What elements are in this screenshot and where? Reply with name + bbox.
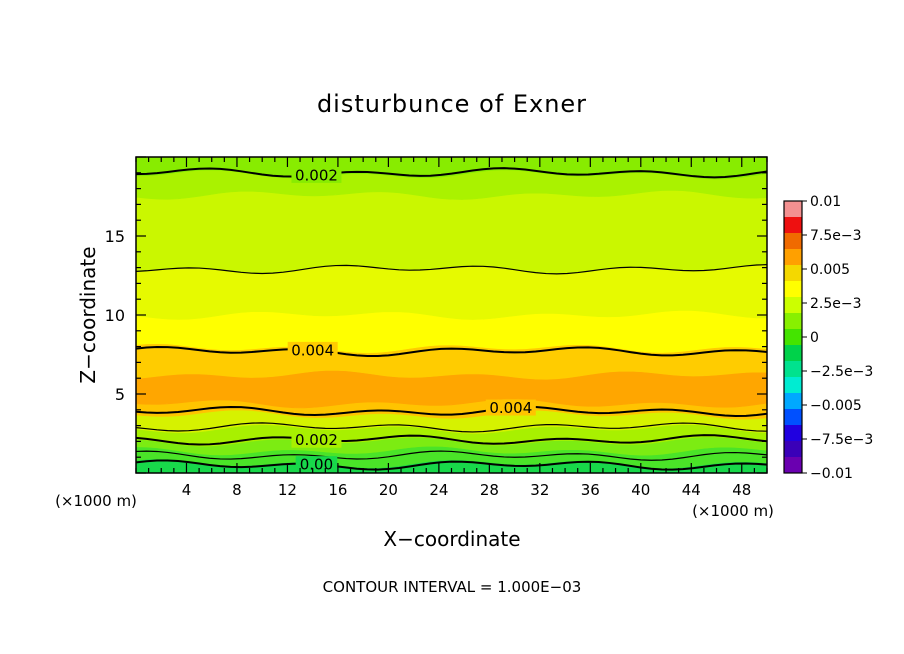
colorbar-swatch — [784, 233, 802, 250]
colorbar-swatch — [784, 425, 802, 442]
contour-label-4: 0.004 — [489, 399, 532, 417]
plot-area: 0.00 0.002 0.004 0.004 0.002 — [135, 156, 768, 474]
x-tick-label: 4 — [182, 481, 192, 499]
x-tick-label: 28 — [480, 481, 499, 499]
x-tick-labels: 4 8 12 16 20 24 28 32 36 40 44 48 — [182, 481, 752, 499]
contour-line-1 — [136, 450, 767, 461]
contour-line-6 — [136, 264, 767, 275]
x-tick-label: 44 — [682, 481, 701, 499]
x-axis-label: X−coordinate — [383, 527, 520, 551]
colorbar-label: 7.5e−3 — [810, 228, 862, 244]
x-tick-label: 20 — [379, 481, 398, 499]
x-tick-label: 24 — [429, 481, 448, 499]
colorbar-label: 2.5e−3 — [810, 296, 862, 312]
colorbar-swatch — [784, 457, 802, 474]
x-tick-label: 48 — [732, 481, 751, 499]
axis-ticks — [135, 156, 768, 474]
colorbar-swatch — [784, 201, 802, 218]
colorbar-swatch — [784, 313, 802, 330]
x-tick-label: 40 — [631, 481, 650, 499]
x-tick-label: 12 — [278, 481, 297, 499]
y-tick-label: 15 — [105, 227, 125, 246]
colorbar-label: −0.005 — [810, 398, 862, 414]
x-tick-label: 32 — [530, 481, 549, 499]
colorbar-swatch — [784, 361, 802, 378]
colorbar-swatch — [784, 217, 802, 234]
contour-line-2 — [136, 434, 767, 446]
colorbar-label: 0 — [810, 330, 819, 346]
contour-label-bg-0 — [295, 456, 338, 473]
contour-lines — [136, 167, 767, 471]
colorbar-swatch — [784, 329, 802, 346]
colorbar-label: 0.01 — [810, 194, 841, 210]
y-tick-label: 10 — [105, 306, 125, 325]
contour-line-5 — [136, 346, 767, 357]
contour-label-7: 0.002 — [295, 166, 338, 184]
x-unit-left: (×1000 m) — [55, 492, 137, 510]
contour-label-bg-5 — [287, 341, 338, 358]
colorbar-swatch — [784, 281, 802, 298]
colorbar-swatch — [784, 249, 802, 266]
colorbar-swatch — [784, 297, 802, 314]
contour-label-bg-4 — [485, 399, 536, 416]
colorbar-swatch — [784, 441, 802, 458]
contour-label-bg-7 — [291, 166, 342, 183]
contour-label-bg-2 — [291, 431, 342, 448]
colorbar-swatch — [784, 265, 802, 282]
contour-interval-footer: CONTOUR INTERVAL = 1.000E−03 — [323, 578, 582, 596]
contour-label-2: 0.002 — [295, 431, 338, 449]
colorbar — [783, 200, 803, 474]
contour-line-3 — [136, 422, 767, 433]
x-unit-right: (×1000 m) — [692, 502, 774, 520]
y-axis-label: Z−coordinate — [76, 246, 100, 383]
colorbar-swatch — [784, 345, 802, 362]
contour-label-0: 0.00 — [300, 456, 333, 474]
y-tick-label: 5 — [115, 385, 125, 404]
colorbar-label: −0.01 — [810, 466, 853, 482]
colorbar-label: −7.5e−3 — [810, 432, 873, 448]
chart-title: disturbunce of Exner — [317, 90, 587, 118]
colorbar-label: −2.5e−3 — [810, 364, 873, 380]
colorbar-swatch — [784, 377, 802, 394]
contour-label-5: 0.004 — [291, 341, 334, 359]
contour-line-0 — [136, 459, 767, 471]
x-tick-label: 16 — [328, 481, 347, 499]
contour-line-7 — [136, 167, 767, 179]
x-tick-label: 8 — [232, 481, 242, 499]
contour-labels: 0.00 0.002 0.004 0.004 0.002 — [287, 166, 536, 474]
color-band-10 — [136, 190, 767, 275]
contour-line-4 — [136, 405, 767, 417]
colorbar-swatch — [784, 409, 802, 426]
colorbar-label: 0.005 — [810, 262, 850, 278]
x-tick-label: 36 — [581, 481, 600, 499]
y-tick-labels: 5 10 15 — [105, 227, 125, 404]
colorbar-labels: 0.01 7.5e−3 0.005 2.5e−3 0 −2.5e−3 −0.005 −7.5e… — [802, 194, 873, 482]
colorbar-swatch — [784, 393, 802, 410]
